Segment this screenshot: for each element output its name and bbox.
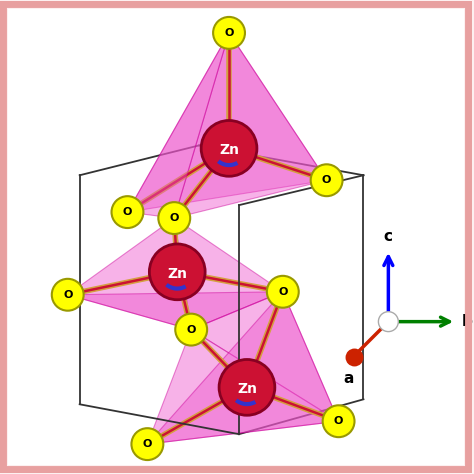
Text: O: O <box>186 325 196 335</box>
Circle shape <box>219 359 275 415</box>
Text: O: O <box>224 28 234 38</box>
Text: O: O <box>123 207 132 217</box>
Polygon shape <box>128 33 229 218</box>
Circle shape <box>267 276 299 308</box>
Polygon shape <box>191 292 338 421</box>
Text: Zn: Zn <box>167 267 187 281</box>
Circle shape <box>149 244 205 300</box>
Circle shape <box>131 428 164 460</box>
Circle shape <box>111 196 144 228</box>
Polygon shape <box>147 329 338 444</box>
Circle shape <box>175 314 207 346</box>
Circle shape <box>213 17 245 49</box>
Circle shape <box>52 279 83 310</box>
Text: O: O <box>322 175 331 185</box>
Text: b: b <box>462 314 473 329</box>
Polygon shape <box>174 218 283 329</box>
Text: O: O <box>63 290 73 300</box>
Text: Zn: Zn <box>219 143 239 157</box>
Circle shape <box>346 348 364 366</box>
Text: Zn: Zn <box>237 383 257 396</box>
Text: O: O <box>278 287 288 297</box>
Text: O: O <box>143 439 152 449</box>
Polygon shape <box>147 292 338 444</box>
Polygon shape <box>174 33 327 218</box>
Text: O: O <box>170 213 179 223</box>
Polygon shape <box>128 33 327 212</box>
Circle shape <box>378 312 398 332</box>
Circle shape <box>158 202 190 234</box>
Text: c: c <box>384 229 393 244</box>
Text: a: a <box>343 372 354 386</box>
Polygon shape <box>68 218 191 329</box>
Text: O: O <box>334 416 343 426</box>
Circle shape <box>310 164 343 196</box>
Circle shape <box>201 120 257 176</box>
Circle shape <box>323 405 355 437</box>
Polygon shape <box>68 292 283 329</box>
